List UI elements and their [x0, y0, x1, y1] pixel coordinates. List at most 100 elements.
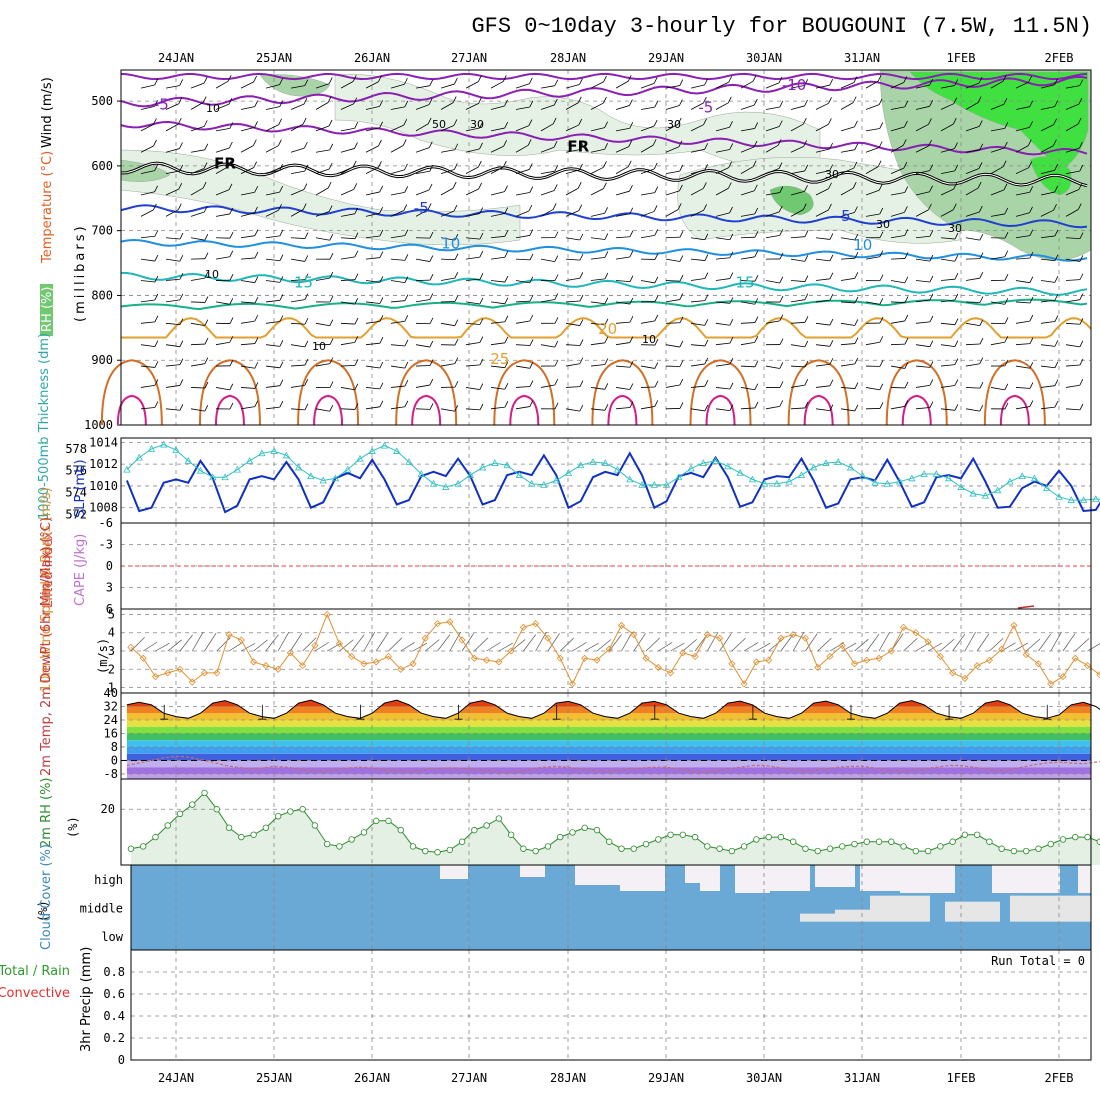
wind-barb-flag	[654, 276, 659, 284]
wind-barb	[415, 85, 430, 89]
wind-barb-flag	[629, 99, 633, 106]
wind-barb-flag	[704, 357, 709, 365]
wind-barb	[440, 149, 455, 153]
wind-barb	[815, 170, 830, 175]
wind-barb	[365, 280, 380, 283]
wind-barb	[765, 211, 780, 217]
wind-barb	[440, 169, 455, 175]
wind10m-barb	[1062, 633, 1076, 652]
wind10m-barb	[584, 642, 599, 652]
rh2m-marker	[777, 833, 785, 841]
wind-barb	[540, 104, 555, 110]
wind10m-marker	[801, 634, 810, 642]
rh2m-marker	[655, 836, 662, 843]
wind-barb	[290, 322, 305, 325]
wind-barb	[490, 321, 505, 324]
wind-barb	[515, 258, 531, 261]
wind-barb-flag	[329, 143, 334, 151]
wind-barb	[840, 363, 855, 367]
wind-barb	[365, 257, 380, 260]
wind-barb-flag	[154, 185, 158, 192]
wind10m-marker	[850, 660, 859, 668]
wind-barb	[1015, 406, 1030, 410]
wind-barb-flag	[229, 336, 234, 343]
wind-barb	[390, 320, 405, 324]
rh2m-marker	[1047, 840, 1054, 848]
wind-barb	[990, 301, 1005, 305]
wind-barb	[665, 105, 680, 110]
isotherm-line	[120, 75, 1088, 108]
rh2m-area	[130, 792, 1100, 865]
rh2m-marker	[434, 849, 441, 856]
wind-barb-flag	[954, 358, 959, 365]
thickness-marker	[577, 461, 585, 469]
wind-barb-flag	[729, 382, 734, 390]
wind-barb-flag	[504, 297, 509, 304]
temp-band	[126, 767, 1091, 774]
wind-barb-flag	[404, 379, 409, 387]
wind-barb-flag	[677, 203, 682, 210]
wind-barb	[965, 343, 981, 346]
wind10m-barb	[940, 638, 955, 652]
wind-barb	[715, 81, 729, 89]
wind-barb-flag	[354, 273, 359, 280]
wind-barb-flag	[804, 79, 809, 86]
wind10m-barb	[437, 634, 451, 652]
wind-barb-flag	[579, 272, 584, 279]
wind-barb-flag	[254, 121, 258, 128]
wind-barb	[815, 299, 830, 303]
wind-barb-flag	[1054, 361, 1059, 368]
thickness-marker	[760, 479, 769, 487]
isotherm-line	[120, 72, 1088, 81]
wind-barb	[665, 190, 680, 196]
rh2m-marker	[667, 831, 674, 838]
rh2m-marker	[888, 838, 895, 845]
thickness-marker	[601, 459, 609, 466]
wind-barb-flag	[904, 314, 909, 322]
wind-barb	[965, 301, 981, 303]
wind-barb-flag	[679, 79, 684, 86]
wind-barb	[515, 125, 530, 132]
wind-barb	[890, 406, 905, 410]
wind-barb-flag	[854, 357, 859, 365]
rh2m-marker	[802, 845, 809, 852]
wind-barb	[890, 106, 905, 110]
wind-barb-flag	[404, 78, 408, 85]
wind-barb	[765, 192, 780, 196]
wind-barb-flag	[554, 255, 559, 262]
wind-barb-flag	[254, 276, 259, 283]
wind10m-marker	[617, 621, 626, 630]
wind10m-marker	[544, 634, 552, 642]
wind10m-barb	[253, 639, 268, 652]
wind10m-marker	[151, 672, 160, 681]
wind-barb	[540, 209, 554, 217]
wind10m-tick-label: 5	[108, 607, 115, 621]
wind-barb-flag	[379, 121, 384, 128]
contour-label: -5	[698, 99, 713, 117]
wind-barb-flag	[603, 161, 607, 168]
wind-barb-flag	[379, 400, 384, 408]
wind-barb	[265, 280, 280, 283]
wind10m-marker	[397, 665, 405, 673]
wind-barb	[615, 190, 630, 196]
total-rain-label: Total / Rain	[0, 964, 70, 979]
wind-barb	[265, 209, 279, 217]
rh2m-marker	[740, 843, 748, 850]
wind-barb-flag	[1077, 203, 1082, 210]
wind-barb-flag	[729, 404, 734, 411]
wind-barb-flag	[954, 255, 959, 262]
wind-barb-flag	[1004, 359, 1009, 367]
wind-barb-flag	[1079, 273, 1084, 280]
wind-barb-flag	[579, 319, 584, 326]
wind-barb	[940, 408, 955, 411]
wind-barb-flag	[929, 78, 934, 86]
wind-barb	[515, 386, 530, 388]
wind-barb-flag	[454, 357, 459, 364]
thickness-marker	[613, 465, 622, 473]
wind-barb	[565, 210, 579, 217]
wind-barb-flag	[379, 315, 384, 322]
temp-band	[121, 693, 1091, 700]
wind-barb	[790, 258, 805, 262]
wind-barb	[515, 406, 530, 410]
